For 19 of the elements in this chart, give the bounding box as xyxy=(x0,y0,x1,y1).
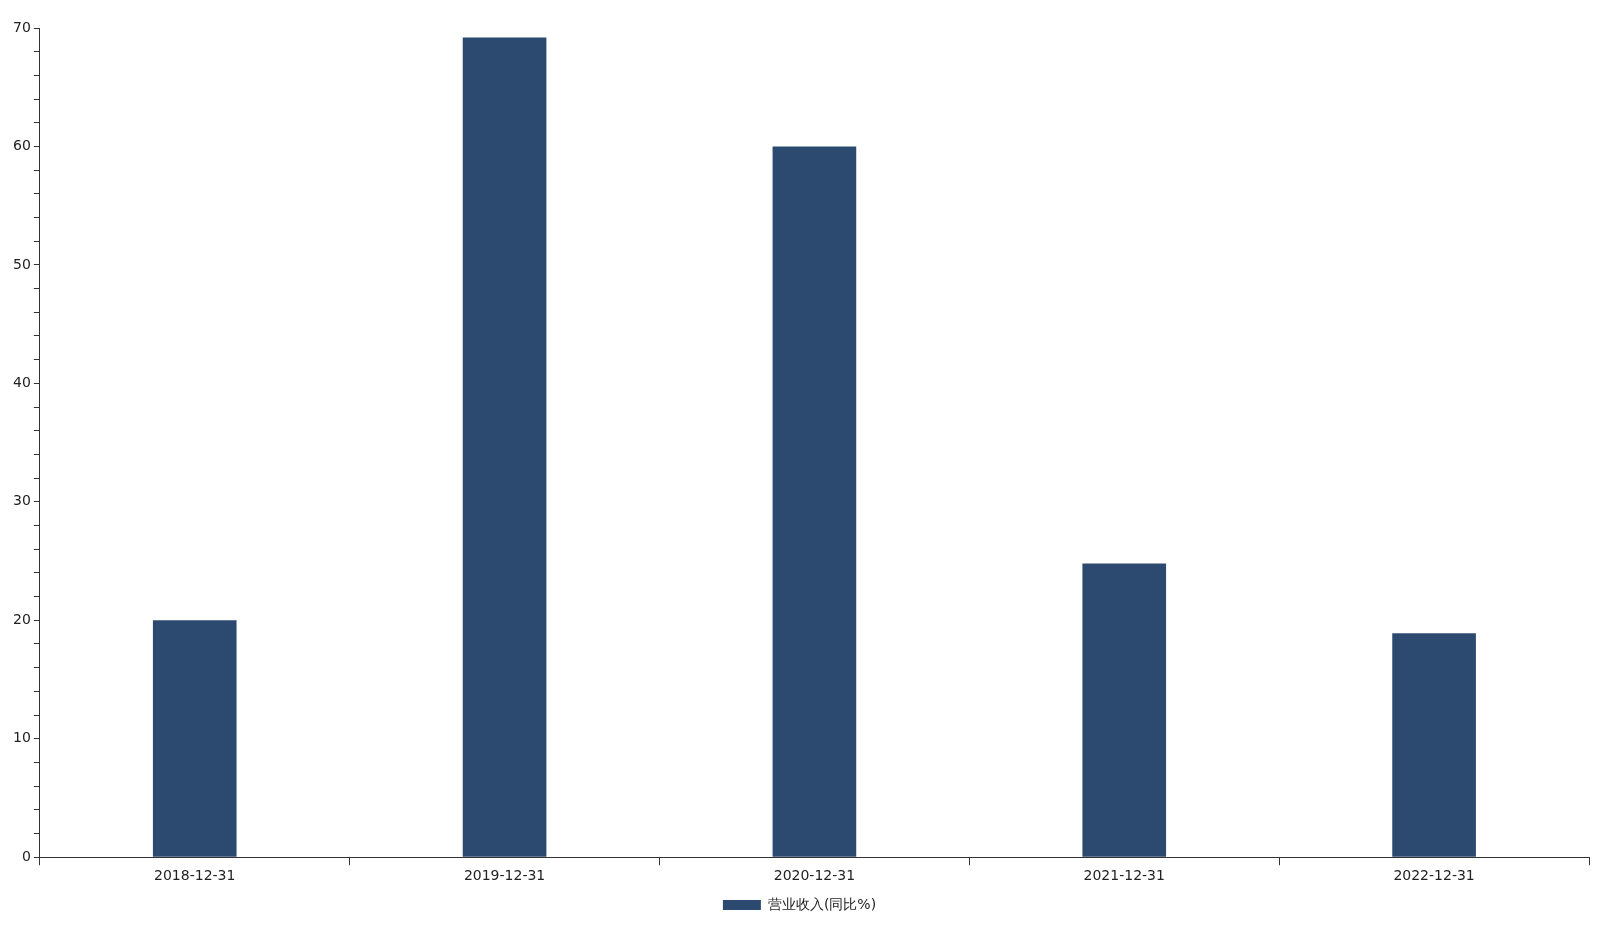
y-tick-label: 40 xyxy=(12,374,31,391)
y-tick-label: 10 xyxy=(12,729,31,746)
bar xyxy=(772,146,857,857)
y-tick-label: 60 xyxy=(12,137,31,154)
x-tick-label: 2021-12-31 xyxy=(1083,867,1165,884)
bar xyxy=(1082,563,1167,857)
y-tick-label: 20 xyxy=(12,610,31,627)
y-tick-label: 70 xyxy=(12,18,31,35)
bar xyxy=(1392,633,1476,857)
y-tick-label: 50 xyxy=(12,255,31,272)
x-tick-label: 2018-12-31 xyxy=(154,867,236,884)
x-tick-label: 2019-12-31 xyxy=(463,867,546,884)
y-tick-label: 30 xyxy=(12,492,31,509)
legend-label: 营业收入(同比%) xyxy=(767,895,877,912)
y-tick-label: 0 xyxy=(21,847,31,864)
bar xyxy=(152,620,237,857)
x-tick-label: 2020-12-31 xyxy=(773,867,856,884)
x-tick-label: 2022-12-31 xyxy=(1393,867,1475,884)
bar xyxy=(462,37,547,857)
